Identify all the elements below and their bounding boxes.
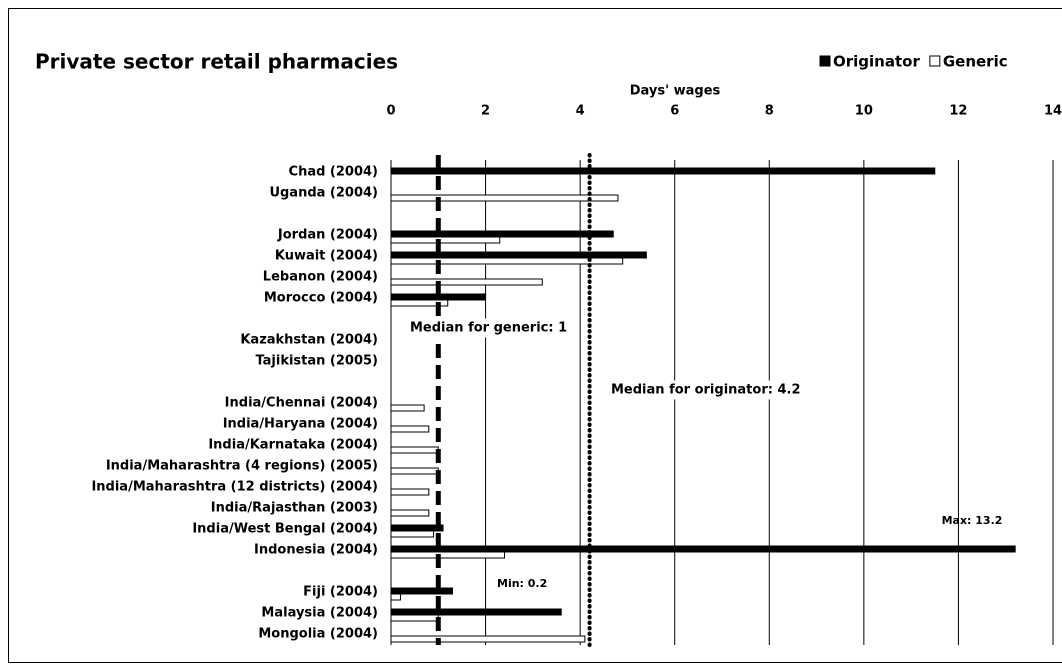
y-tick-label: Uganda (2004) (269, 186, 378, 201)
median-label: Median for originator: 4.2 (611, 383, 801, 398)
median-label: Median for generic: 1 (410, 321, 567, 336)
bar (390, 278, 543, 286)
bar (390, 530, 435, 538)
median-label-bg (608, 380, 804, 400)
x-tick-label: 8 (765, 104, 774, 119)
y-tick-label: India/Haryana (2004) (223, 417, 378, 432)
x-axis-label: Days' wages (630, 84, 721, 99)
bar (390, 509, 430, 517)
annotation: Max: 13.2 (942, 514, 1003, 527)
y-tick-label: India/Chennai (2004) (225, 396, 378, 411)
legend-label: Originator (833, 53, 920, 71)
bar (390, 524, 444, 532)
x-tick-label: 6 (670, 104, 679, 119)
y-tick-label: Chad (2004) (289, 165, 378, 180)
y-tick-label: Jordan (2004) (277, 228, 378, 243)
bar (390, 551, 505, 559)
y-tick-label: Malaysia (2004) (261, 606, 378, 621)
bar (390, 257, 624, 265)
bar (390, 635, 586, 643)
legend-swatch (819, 55, 831, 67)
y-tick-label: Kazakhstan (2004) (240, 333, 378, 348)
bar (390, 230, 614, 238)
bar (390, 194, 619, 202)
y-tick-label: Kuwait (2004) (275, 249, 378, 264)
x-tick-label: 14 (1044, 104, 1062, 119)
y-tick-label: Morocco (2004) (264, 291, 378, 306)
bar (390, 545, 1016, 553)
bar (390, 593, 401, 601)
bar (390, 251, 647, 259)
y-tick-label: Indonesia (2004) (254, 543, 378, 558)
y-tick-label: Lebanon (2004) (263, 270, 378, 285)
x-tick-label: 4 (576, 104, 585, 119)
legend-swatch (929, 55, 941, 67)
chart-title: Private sector retail pharmacies (35, 50, 398, 74)
bar (390, 299, 449, 307)
x-tick-label: 12 (949, 104, 967, 119)
legend-label: Generic (943, 53, 1008, 71)
y-tick-label: Mongolia (2004) (258, 627, 378, 642)
x-tick-label: 10 (855, 104, 873, 119)
y-tick-label: India/Maharashtra (4 regions) (2005) (106, 459, 378, 474)
y-tick-label: Fiji (2004) (303, 585, 378, 600)
annotation: Min: 0.2 (497, 577, 547, 590)
bar (390, 488, 430, 496)
bar (390, 404, 425, 412)
y-tick-label: India/Rajasthan (2003) (211, 501, 378, 516)
median-label-bg (407, 318, 571, 338)
bar (390, 167, 936, 175)
bar (390, 467, 439, 475)
bar (390, 608, 562, 616)
y-tick-label: India/West Bengal (2004) (192, 522, 378, 537)
bar (390, 425, 430, 433)
bar (390, 236, 501, 244)
bar (390, 446, 439, 454)
y-tick-label: India/Karnataka (2004) (208, 438, 378, 453)
y-tick-label: Tajikistan (2005) (255, 354, 378, 369)
bar (390, 614, 439, 622)
x-tick-label: 2 (481, 104, 490, 119)
x-tick-label: 0 (386, 104, 395, 119)
y-tick-label: India/Maharashtra (12 districts) (2004) (91, 480, 378, 495)
bar (390, 587, 453, 595)
